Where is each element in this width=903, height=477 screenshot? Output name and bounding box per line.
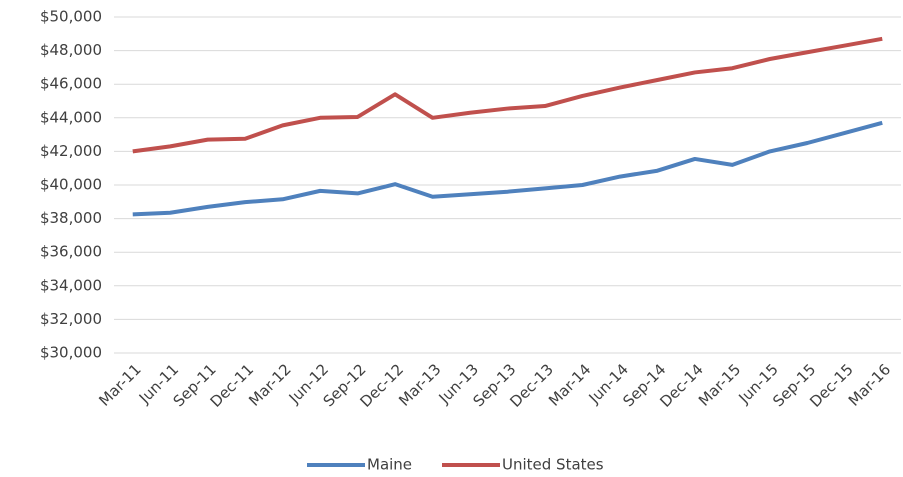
x-tick-label: Mar-13	[395, 360, 444, 409]
line-series	[132, 120, 883, 217]
x-tick-label: Mar-14	[545, 360, 594, 409]
x-tick-label: Mar-15	[695, 360, 744, 409]
y-tick-label: $36,000	[40, 243, 102, 261]
y-tick-label: $42,000	[40, 142, 102, 160]
x-tick-label: Mar-12	[245, 360, 294, 409]
y-tick-label: $38,000	[40, 209, 102, 227]
y-tick-label: $46,000	[40, 75, 102, 93]
legend-label: Maine	[367, 456, 412, 474]
y-tick-label: $48,000	[40, 41, 102, 59]
y-tick-label: $50,000	[40, 8, 102, 26]
line-series	[132, 36, 883, 154]
x-tick-label: Mar-11	[95, 360, 144, 409]
y-tick-label: $40,000	[40, 176, 102, 194]
y-tick-label: $44,000	[40, 108, 102, 126]
x-tick-label: Mar-16	[845, 360, 894, 409]
legend-label: United States	[502, 456, 604, 474]
y-tick-label: $32,000	[40, 310, 102, 328]
y-tick-label: $34,000	[40, 276, 102, 294]
y-tick-label: $30,000	[40, 344, 102, 362]
